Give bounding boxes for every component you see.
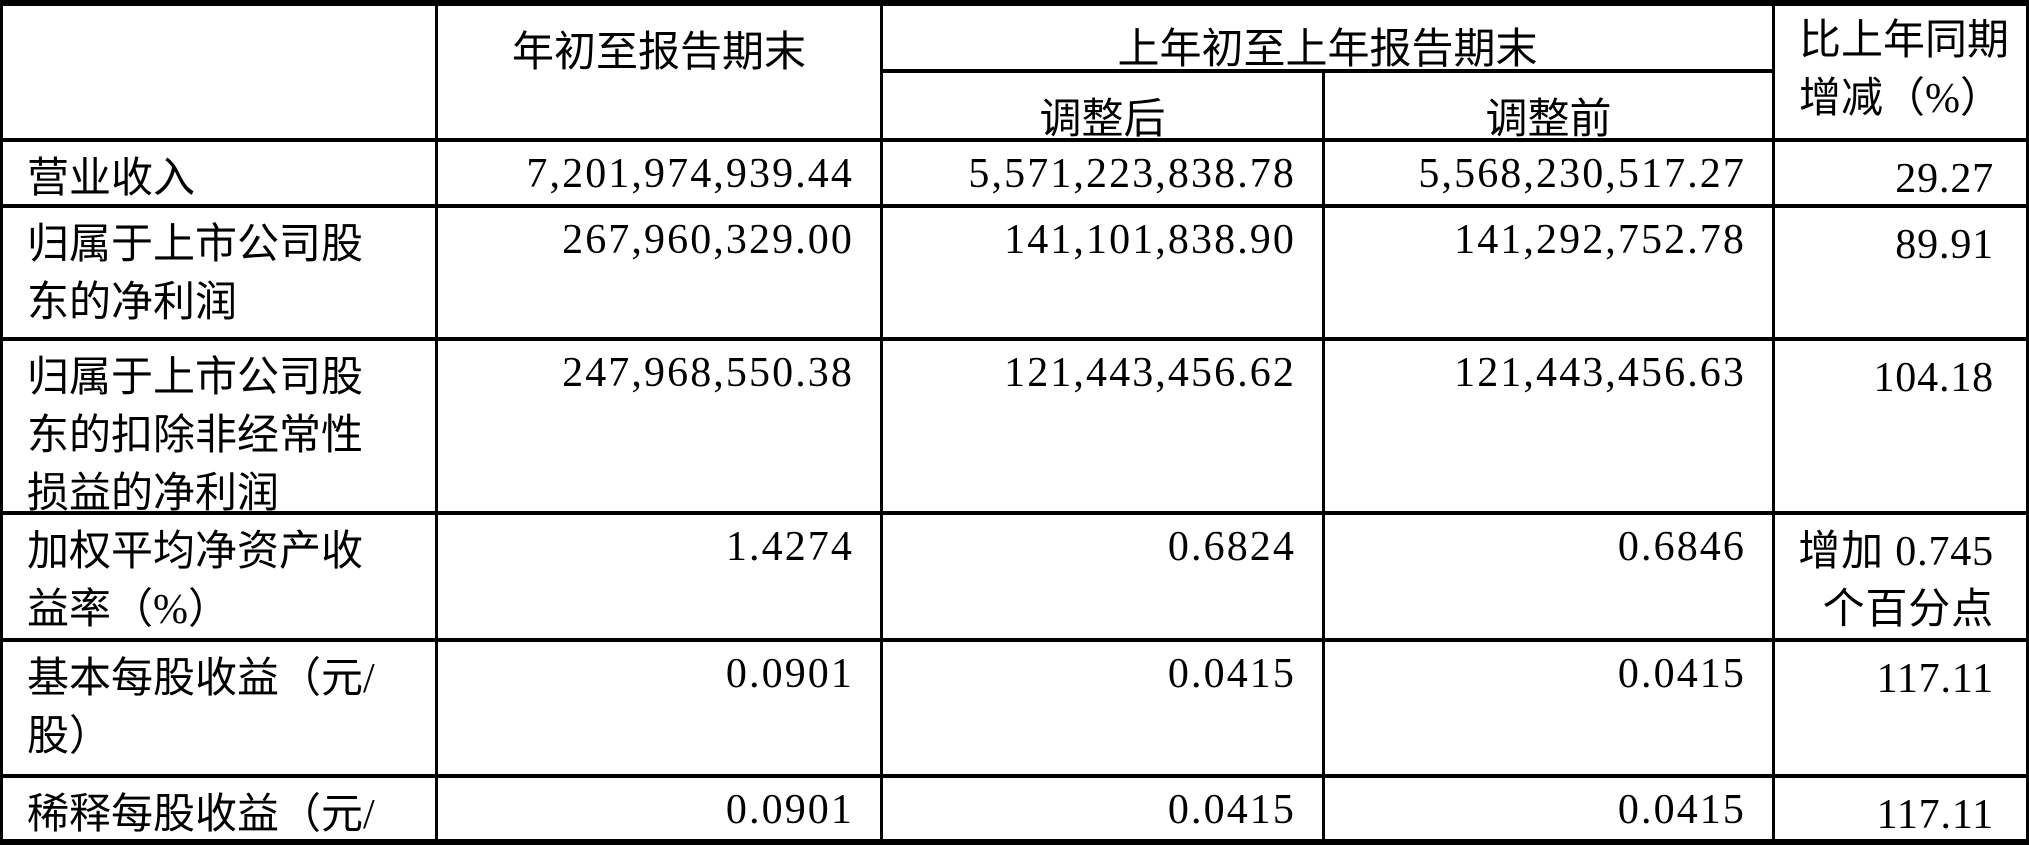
yoy-change-line: 个百分点 bbox=[1822, 587, 1994, 633]
row-label-line: 加权平均净资产收 bbox=[27, 529, 364, 575]
cell-current-value: 7,201,974,939.44 bbox=[438, 142, 883, 208]
cell-yoy-change-value: 117.11 bbox=[1775, 778, 2026, 839]
header-yoy-change: 比上年同期 增减（%） bbox=[1775, 6, 2026, 142]
cell-prior-before-value: 0.0415 bbox=[1325, 778, 1775, 839]
row-label: 加权平均净资产收 益率（%） bbox=[3, 515, 438, 642]
cell-current-value: 1.4274 bbox=[438, 515, 883, 642]
cell-prior-before-value: 121,443,456.63 bbox=[1325, 341, 1775, 515]
header-adjusted: 调整后 bbox=[883, 73, 1325, 142]
cell-prior-before-value: 141,292,752.78 bbox=[1325, 208, 1775, 341]
header-yoy-change-line: 比上年同期 bbox=[1799, 18, 2010, 64]
row-label-line: 基本每股收益（元/ bbox=[27, 656, 375, 702]
cell-yoy-change-value: 89.91 bbox=[1775, 208, 2026, 341]
yoy-change-line: 117.11 bbox=[1876, 792, 1994, 838]
header-yoy-change-line: 增减（%） bbox=[1799, 76, 2002, 122]
row-label-line: 归属于上市公司股 bbox=[27, 355, 364, 401]
cell-prior-before-value: 0.6846 bbox=[1325, 515, 1775, 642]
cell-prior-adjusted-value: 141,101,838.90 bbox=[883, 208, 1325, 341]
row-label: 营业收入 bbox=[3, 142, 438, 208]
cell-prior-adjusted-value: 0.6824 bbox=[883, 515, 1325, 642]
header-prior-period-group: 上年初至上年报告期末 bbox=[883, 6, 1775, 73]
row-label-line: 益率（%） bbox=[27, 587, 230, 633]
yoy-change-line: 104.18 bbox=[1873, 355, 1994, 401]
cell-yoy-change-value: 104.18 bbox=[1775, 341, 2026, 515]
cell-prior-adjusted-value: 0.0415 bbox=[883, 642, 1325, 778]
table-grid: 年初至报告期末 上年初至上年报告期末 调整后 调整前 比上年同期 增减（%） 营… bbox=[3, 6, 2026, 839]
cell-current-value: 0.0901 bbox=[438, 778, 883, 839]
row-label-line: 稀释每股收益（元/ bbox=[27, 792, 375, 838]
row-label-line: 东的扣除非经常性 bbox=[27, 413, 364, 459]
cell-yoy-change-value: 29.27 bbox=[1775, 142, 2026, 208]
row-label-line: 归属于上市公司股 bbox=[27, 222, 364, 268]
cell-prior-before-value: 5,568,230,517.27 bbox=[1325, 142, 1775, 208]
cell-current-value: 267,960,329.00 bbox=[438, 208, 883, 341]
cell-yoy-change-value: 增加 0.745 个百分点 bbox=[1775, 515, 2026, 642]
row-label: 归属于上市公司股 东的净利润 bbox=[3, 208, 438, 341]
header-blank-cell bbox=[3, 6, 438, 142]
yoy-change-line: 89.91 bbox=[1895, 222, 1994, 268]
row-label-line: 东的净利润 bbox=[27, 280, 238, 326]
yoy-change-line: 增加 0.745 bbox=[1798, 529, 1994, 575]
yoy-change-line: 117.11 bbox=[1876, 656, 1994, 702]
row-label-line: 营业收入 bbox=[27, 156, 196, 202]
row-label-line: 损益的净利润 bbox=[27, 471, 280, 515]
cell-prior-before-value: 0.0415 bbox=[1325, 642, 1775, 778]
header-current-period: 年初至报告期末 bbox=[438, 6, 883, 142]
cell-prior-adjusted-value: 121,443,456.62 bbox=[883, 341, 1325, 515]
row-label: 基本每股收益（元/ 股） bbox=[3, 642, 438, 778]
yoy-change-line: 29.27 bbox=[1895, 156, 1994, 202]
row-label: 稀释每股收益（元/ bbox=[3, 778, 438, 839]
header-before-adjustment: 调整前 bbox=[1325, 73, 1775, 142]
cell-prior-adjusted-value: 5,571,223,838.78 bbox=[883, 142, 1325, 208]
cell-current-value: 247,968,550.38 bbox=[438, 341, 883, 515]
row-label-line: 股） bbox=[27, 714, 112, 760]
cell-prior-adjusted-value: 0.0415 bbox=[883, 778, 1325, 839]
cell-current-value: 0.0901 bbox=[438, 642, 883, 778]
cell-yoy-change-value: 117.11 bbox=[1775, 642, 2026, 778]
row-label: 归属于上市公司股 东的扣除非经常性 损益的净利润 bbox=[3, 341, 438, 515]
